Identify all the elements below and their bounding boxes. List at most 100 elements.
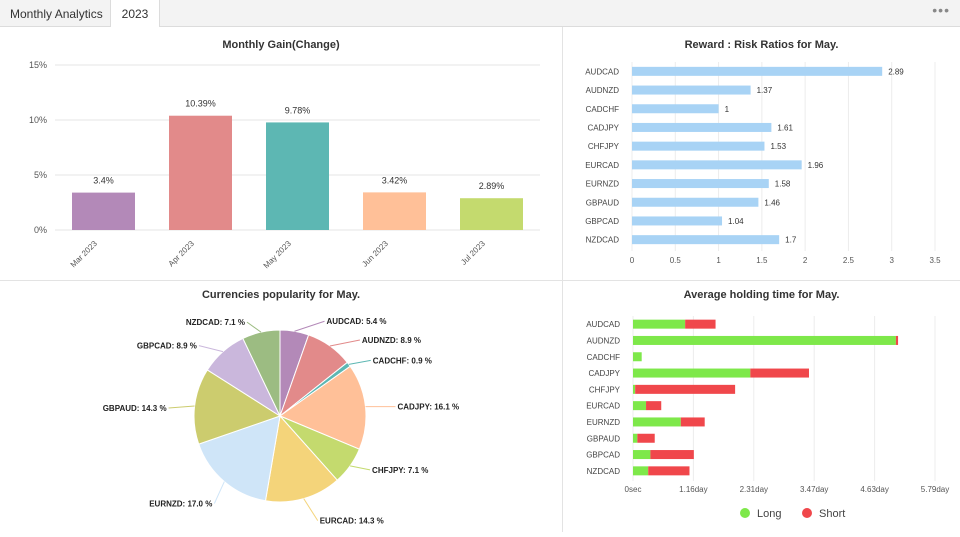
- y-tick-label: 10%: [29, 115, 47, 125]
- pie-data-label: GBPCAD: 8.9 %: [137, 342, 197, 351]
- monthly-gain-panel: Monthly Gain(Change) 0% 5% 10% 15% 3.4% Mar 2…: [0, 27, 562, 280]
- pie-leader-line: [348, 359, 371, 365]
- y-tick-label: AUDNZD: [586, 86, 620, 95]
- x-tick-label: Mar 2023: [69, 239, 100, 270]
- x-tick-label: 1: [716, 256, 721, 265]
- bar-cadjpy: [632, 122, 772, 132]
- y-tick-label: CADJPY: [588, 369, 620, 378]
- y-tick-label: CADCHF: [586, 105, 619, 114]
- y-tick-label: CHFJPY: [589, 385, 621, 394]
- bar-data-label: 2.89: [888, 67, 904, 76]
- bar-nzdcad-short: [648, 466, 690, 476]
- legend-label: Short: [819, 508, 845, 520]
- holding-chart: 0sec 1.16day 2.31day 3.47day 4.63day 5.79day A…: [586, 316, 949, 520]
- bar-cadjpy-short: [750, 368, 809, 378]
- popularity-title: Currencies popularity for May.: [201, 289, 361, 301]
- tab-monthly-analytics[interactable]: Monthly Analytics: [10, 7, 103, 21]
- bar-data-label: 1.61: [777, 123, 793, 132]
- y-tick-label: 0%: [34, 225, 47, 235]
- y-tick-label: 5%: [34, 170, 47, 180]
- bar-data-label: 1: [725, 105, 730, 114]
- bar-eurcad-short: [646, 401, 662, 411]
- bar-cadchf: [632, 104, 719, 114]
- tab-2023[interactable]: 2023: [110, 0, 160, 27]
- pie-slice-cadjpy: [278, 365, 367, 450]
- y-tick-label: NZDCAD: [587, 467, 621, 476]
- bar-gbpcad: [632, 216, 723, 226]
- pie-leader-line: [303, 498, 319, 521]
- pie-data-label: AUDNZD: 8.9 %: [362, 336, 421, 345]
- x-tick-label: 2.5: [843, 256, 855, 265]
- bar-audcad-long: [633, 319, 686, 329]
- y-tick-label: CADCHF: [587, 353, 620, 362]
- bar-chfjpy-long: [633, 384, 636, 394]
- bar-audcad: [632, 66, 883, 76]
- y-tick-label: EURCAD: [585, 161, 619, 170]
- pie-leader-line: [246, 321, 262, 333]
- bar-data-label: 9.78%: [285, 105, 311, 115]
- pie-leader-line: [213, 481, 225, 504]
- monthly-gain-title: Monthly Gain(Change): [222, 39, 340, 51]
- pie-leader-line: [168, 405, 195, 409]
- bar-gbpaud-long: [633, 433, 638, 443]
- monthly-gain-chart: 0% 5% 10% 15% 3.4% Mar 2023 10.39% Apr 2023 9.78…: [29, 60, 540, 271]
- pie-data-label: AUDCAD: 5.4 %: [327, 317, 387, 326]
- bar-gbpaud-short: [637, 433, 655, 443]
- bar-data-label: 3.4%: [93, 176, 114, 186]
- x-tick-label: 1.16day: [679, 485, 707, 494]
- y-tick-label: GBPCAD: [586, 451, 620, 460]
- horizontal-divider: [0, 280, 960, 281]
- x-tick-label: 3: [889, 256, 894, 265]
- x-tick-label: 2.31day: [740, 485, 768, 494]
- x-tick-label: 3.47day: [800, 485, 828, 494]
- bar-data-label: 1.96: [808, 161, 824, 170]
- y-tick-label: EURCAD: [586, 402, 620, 411]
- pie-data-label: EURNZD: 17.0 %: [149, 500, 212, 509]
- bar-eurcad-long: [633, 401, 647, 411]
- y-tick-label: AUDCAD: [586, 320, 620, 329]
- pie-data-label: EURCAD: 14.3 %: [320, 517, 384, 526]
- vertical-divider: [562, 27, 563, 532]
- more-icon[interactable]: •••: [932, 2, 950, 18]
- bar-data-label: 3.42%: [382, 175, 408, 185]
- y-tick-label: CADJPY: [587, 123, 619, 132]
- x-tick-label: 0.5: [670, 256, 682, 265]
- bar-audnzd: [632, 85, 751, 95]
- x-tick-label: 0: [630, 256, 635, 265]
- x-tick-label: 5.79day: [921, 485, 949, 494]
- pie-data-label: NZDCAD: 7.1 %: [186, 318, 245, 327]
- bar-data-label: 1.04: [728, 217, 744, 226]
- popularity-chart: AUDCAD: 5.4 % AUDNZD: 8.9 % CADCHF: 0.9 % C…: [103, 317, 459, 526]
- bar-chfjpy: [632, 141, 765, 151]
- pie-leader-line: [349, 465, 371, 471]
- x-tick-label: Jul 2023: [459, 239, 487, 267]
- y-tick-label: GBPAUD: [587, 434, 620, 443]
- pie-slice-gbpaud: [193, 369, 282, 445]
- bar-audnzd-long: [633, 335, 896, 345]
- bar-mar-2023: [72, 192, 135, 230]
- bar-data-label: 1.53: [770, 142, 786, 151]
- pie-leader-line: [294, 320, 325, 332]
- pie-slice-eurcad: [264, 414, 338, 503]
- bar-cadchf-long: [633, 352, 642, 362]
- pie-leader-line: [329, 339, 360, 347]
- x-tick-label: Jun 2023: [360, 239, 390, 269]
- bar-nzdcad: [632, 235, 780, 245]
- y-tick-label: GBPCAD: [585, 217, 619, 226]
- y-tick-label: GBPAUD: [586, 198, 619, 207]
- bar-nzdcad-long: [633, 466, 649, 476]
- bar-may-2023: [266, 122, 329, 230]
- pie-data-label: GBPAUD: 14.3 %: [103, 404, 167, 413]
- bar-jul-2023: [460, 198, 523, 230]
- x-tick-label: 4.63day: [860, 485, 888, 494]
- holding-panel: Average holding time for May. 0sec 1.16da…: [563, 281, 960, 532]
- bar-apr-2023: [169, 115, 232, 230]
- bar-jun-2023: [363, 192, 426, 230]
- bar-cadjpy-long: [633, 368, 751, 378]
- bar-audnzd-short: [895, 335, 899, 345]
- pie-data-label: CADJPY: 16.1 %: [397, 403, 459, 412]
- risk-ratio-panel: Reward : Risk Ratios for May. 0 0.5 1 1.5 2 2…: [563, 27, 960, 280]
- x-tick-label: May 2023: [262, 239, 294, 271]
- x-tick-label: 0sec: [625, 485, 642, 494]
- y-tick-label: AUDCAD: [585, 67, 619, 76]
